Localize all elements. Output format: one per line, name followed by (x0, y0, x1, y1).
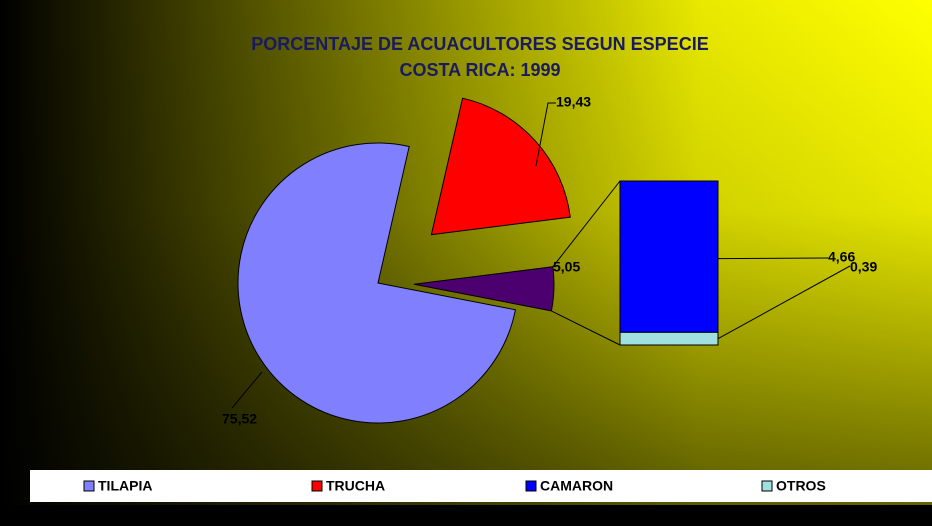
legend-swatch (761, 480, 773, 492)
legend-label: CAMARON (540, 478, 613, 494)
legend-band (30, 470, 932, 502)
pie-slice (237, 142, 517, 424)
pie-slice (413, 266, 555, 312)
leader-line (717, 265, 851, 340)
bottom-band (0, 505, 932, 526)
data-label: 4,66 (828, 249, 855, 265)
legend-label: OTROS (776, 478, 826, 494)
leader-line (231, 371, 263, 409)
chart-title: PORCENTAJE DE ACUACULTORES SEGUN ESPECIE (251, 34, 708, 54)
legend-swatch (83, 480, 95, 492)
pie-slice (430, 97, 571, 236)
leader-line (717, 257, 829, 260)
data-label: 19,43 (556, 94, 591, 110)
data-label: 75,52 (222, 411, 257, 427)
data-label: 5,05 (553, 259, 580, 275)
connector (551, 310, 621, 346)
legend-swatch (311, 480, 323, 492)
leader-line (535, 102, 556, 167)
chart-subtitle: COSTA RICA: 1999 (399, 60, 560, 80)
connector (552, 180, 621, 268)
legend-swatch (525, 480, 537, 492)
legend-label: TILAPIA (98, 478, 152, 494)
bar-segment (619, 180, 719, 333)
bar-segment (619, 331, 719, 346)
data-label: 0,39 (850, 259, 877, 275)
legend-label: TRUCHA (326, 478, 385, 494)
